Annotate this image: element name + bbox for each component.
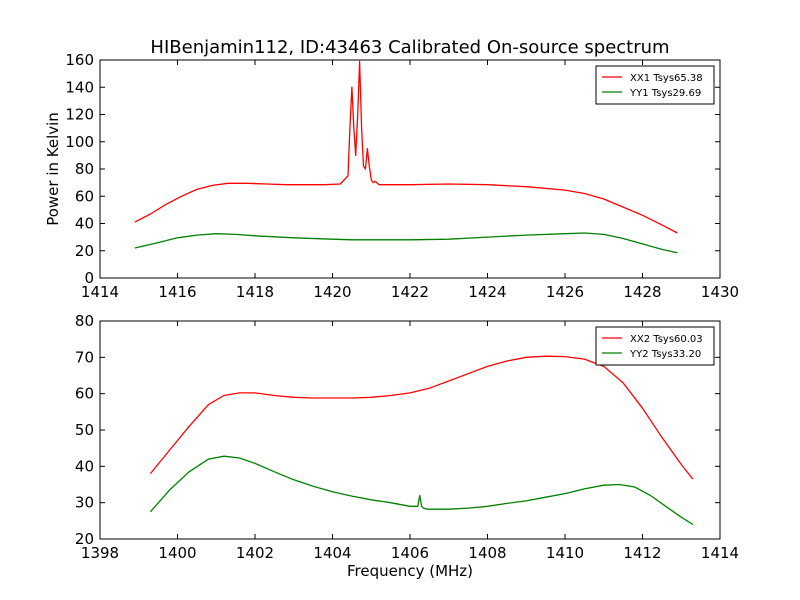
x-tick-label: 1414 — [81, 283, 119, 301]
x-axis-label: Frequency (MHz) — [347, 562, 473, 580]
y-tick-label: 60 — [75, 187, 94, 205]
panel-bottom: 1398 1400 1402 1404 1406 1408 1410 1412 1414 20 30… — [75, 312, 739, 562]
y-tick-label: 60 — [75, 385, 94, 403]
panel-top: 1414 1416 1418 1420 1422 1424 1426 1428 1430 0 20 4… — [65, 51, 739, 301]
legend-label-2: YY2 Tsys33.20 — [629, 349, 701, 360]
y-tick-label: 40 — [75, 215, 94, 233]
y-tick-label: 20 — [75, 242, 94, 260]
y-tick-label: 140 — [65, 78, 94, 96]
x-tick-label: 1410 — [546, 544, 584, 562]
y-tick-label: 70 — [75, 348, 94, 366]
x-tick-label: 1412 — [623, 544, 661, 562]
y-tick-label: 30 — [75, 494, 94, 512]
x-tick-label: 1418 — [236, 283, 274, 301]
y-tick-label: 80 — [75, 160, 94, 178]
series-line-2 — [149, 455, 694, 526]
x-tick-label: 1408 — [468, 544, 506, 562]
x-tick-label: 1426 — [546, 283, 584, 301]
y-tick-label: 50 — [75, 421, 94, 439]
y-tick-label: 0 — [84, 269, 94, 287]
x-tick-label: 1422 — [391, 283, 429, 301]
legend-box — [595, 65, 715, 105]
y-axis-label: Power in Kelvin — [44, 112, 62, 226]
x-tick-label: 1414 — [701, 544, 739, 562]
y-tick-label: 100 — [65, 133, 94, 151]
series-line-1 — [134, 60, 678, 234]
y-tick-label: 20 — [75, 530, 94, 548]
x-tick-label: 1428 — [623, 283, 661, 301]
x-tick-label: 1416 — [158, 283, 196, 301]
legend-label-1: XX1 Tsys65.38 — [630, 73, 703, 84]
series-line-1 — [149, 355, 694, 480]
series-line-2 — [134, 232, 678, 254]
x-tick-label: 1404 — [313, 544, 351, 562]
legend-label-1: XX2 Tsys60.03 — [630, 334, 703, 345]
x-tick-label: 1398 — [81, 544, 119, 562]
x-tick-label: 1400 — [158, 544, 196, 562]
x-tick-label: 1402 — [236, 544, 274, 562]
x-tick-label: 1424 — [468, 283, 506, 301]
y-tick-label: 80 — [75, 312, 94, 330]
x-tick-label: 1406 — [391, 544, 429, 562]
figure-title: HIBenjamin112, ID:43463 Calibrated On-so… — [150, 37, 669, 58]
legend-label-2: YY1 Tsys29.69 — [629, 88, 701, 99]
x-tick-label: 1430 — [701, 283, 739, 301]
y-tick-label: 40 — [75, 457, 94, 475]
y-tick-label: 120 — [65, 106, 94, 124]
x-tick-label: 1420 — [313, 283, 351, 301]
y-tick-label: 160 — [65, 51, 94, 69]
legend-box — [595, 326, 715, 366]
